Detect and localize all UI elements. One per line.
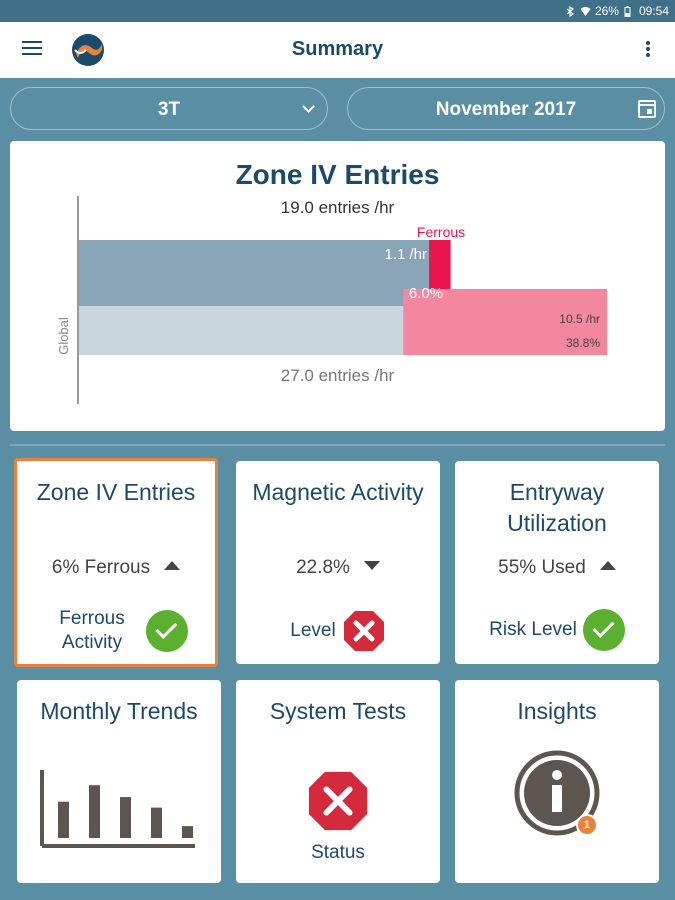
app-logo bbox=[72, 34, 104, 66]
trend-up-icon bbox=[164, 561, 181, 570]
status-label: Ferrous Activity bbox=[59, 608, 125, 653]
app-bar: Summary bbox=[0, 22, 675, 78]
menu-icon[interactable] bbox=[22, 41, 42, 59]
trend-bar bbox=[120, 797, 131, 838]
status-label: Risk Level bbox=[489, 619, 577, 640]
trend-bar bbox=[58, 801, 69, 838]
battery-icon bbox=[624, 5, 634, 17]
status-label: Status bbox=[311, 842, 365, 863]
scanner-dropdown[interactable]: 3T bbox=[10, 87, 328, 130]
global-total-bar bbox=[79, 306, 404, 355]
notification-badge: 1 bbox=[576, 814, 598, 836]
chart-bottom-label: 27.0 entries /hr bbox=[280, 366, 395, 385]
card-title: Insights bbox=[517, 698, 597, 724]
trend-bar bbox=[151, 807, 162, 838]
card-metric: 6% Ferrous bbox=[17, 557, 215, 579]
global-ferrous-value: 10.5 /hr bbox=[559, 312, 600, 326]
global-ferrous-percent: 38.8% bbox=[566, 336, 600, 350]
period-picker[interactable]: November 2017 bbox=[347, 87, 665, 130]
page-title: Summary bbox=[291, 38, 384, 60]
card-title: Zone IV Entries bbox=[36, 479, 196, 505]
magnetic-activity-card[interactable]: Magnetic Activity 22.8% Level bbox=[236, 461, 440, 664]
trend-chart-icon bbox=[40, 770, 195, 848]
chart-subtitle: 19.0 entries /hr bbox=[280, 198, 395, 217]
chart-plot: Global Ferrous 1.1 /hr 6.0% 10.5 /hr 38.8% bbox=[56, 196, 607, 404]
entryway-utilization-card[interactable]: Entryway Utilization 55% Used Risk Level bbox=[455, 461, 659, 664]
trend-bar bbox=[89, 785, 100, 838]
error-icon bbox=[343, 611, 384, 651]
local-ferrous-percent: 6.0% bbox=[409, 285, 443, 302]
y-axis-label: Global bbox=[56, 317, 71, 355]
more-options-icon[interactable] bbox=[640, 39, 656, 61]
zone-iv-entries-card[interactable]: Zone IV Entries 6% Ferrous Ferrous Activ… bbox=[14, 458, 218, 667]
clock: 09:54 bbox=[638, 4, 669, 18]
error-icon bbox=[308, 771, 368, 831]
card-status: Ferrous Activity bbox=[17, 607, 215, 655]
period-value: November 2017 bbox=[435, 99, 577, 120]
zone-iv-chart-card: Zone IV Entries 19.0 entries /hr Global … bbox=[10, 141, 665, 431]
wifi-icon bbox=[580, 6, 591, 17]
bluetooth-icon bbox=[565, 5, 575, 17]
card-metric: 55% Used bbox=[455, 557, 659, 579]
local-total-bar bbox=[79, 240, 451, 306]
check-icon bbox=[582, 609, 625, 651]
trend-bar bbox=[182, 826, 193, 838]
check-icon bbox=[146, 610, 188, 652]
global-ferrous-bar bbox=[403, 289, 607, 355]
battery-percent: 26% bbox=[594, 4, 619, 18]
insights-card[interactable]: Insights 1 bbox=[455, 680, 659, 883]
system-tests-card[interactable]: System Tests Status bbox=[236, 680, 440, 883]
local-ferrous-value: 1.1 /hr bbox=[385, 246, 428, 263]
series-label-ferrous: Ferrous bbox=[417, 224, 465, 240]
chart-title: Zone IV Entries bbox=[235, 159, 440, 190]
monthly-trends-card[interactable]: Monthly Trends bbox=[17, 680, 221, 883]
scanner-value: 3T bbox=[157, 99, 181, 120]
info-icon bbox=[514, 750, 600, 836]
section-divider bbox=[10, 444, 665, 446]
card-title: Monthly Trends bbox=[40, 698, 198, 724]
card-status: Level bbox=[236, 609, 440, 653]
trend-up-icon bbox=[599, 561, 616, 570]
card-title: Magnetic Activity bbox=[252, 479, 424, 505]
card-title: System Tests bbox=[269, 698, 407, 724]
status-bar: 26% 09:54 bbox=[0, 0, 675, 22]
card-metric: 22.8% bbox=[236, 557, 440, 579]
status-label: Level bbox=[290, 620, 336, 641]
trend-down-icon bbox=[363, 561, 380, 570]
calendar-icon[interactable] bbox=[638, 100, 656, 118]
card-title: Entryway Utilization bbox=[507, 479, 607, 536]
badge-count: 1 bbox=[583, 819, 591, 831]
card-status: Risk Level bbox=[455, 609, 659, 651]
